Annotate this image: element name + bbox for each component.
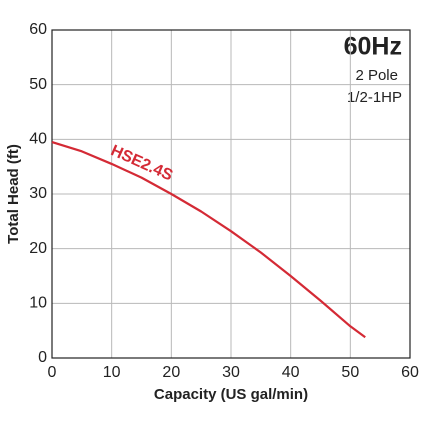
annotation: 60Hz bbox=[344, 33, 402, 61]
x-tick-label: 20 bbox=[162, 364, 180, 381]
y-tick-label: 30 bbox=[29, 185, 47, 202]
y-tick-label: 50 bbox=[29, 76, 47, 93]
x-tick-label: 60 bbox=[401, 364, 419, 381]
y-axis-title: Total Head (ft) bbox=[5, 144, 22, 244]
annotation: 2 Pole bbox=[355, 67, 398, 84]
plot-frame bbox=[51, 29, 411, 359]
y-tick-label: 10 bbox=[29, 295, 47, 312]
x-tick-label: 0 bbox=[48, 364, 57, 381]
x-tick-label: 10 bbox=[103, 364, 121, 381]
x-tick-label: 50 bbox=[341, 364, 359, 381]
data-line bbox=[51, 141, 366, 339]
x-axis-title: Capacity (US gal/min) bbox=[154, 386, 308, 403]
y-tick-label: 20 bbox=[29, 240, 47, 257]
y-tick-label: 0 bbox=[38, 349, 47, 366]
x-tick-label: 40 bbox=[282, 364, 300, 381]
y-tick-label: 40 bbox=[29, 131, 47, 148]
annotation: 1/2-1HP bbox=[347, 89, 402, 106]
y-tick-label: 60 bbox=[29, 21, 47, 38]
x-tick-label: 30 bbox=[222, 364, 240, 381]
